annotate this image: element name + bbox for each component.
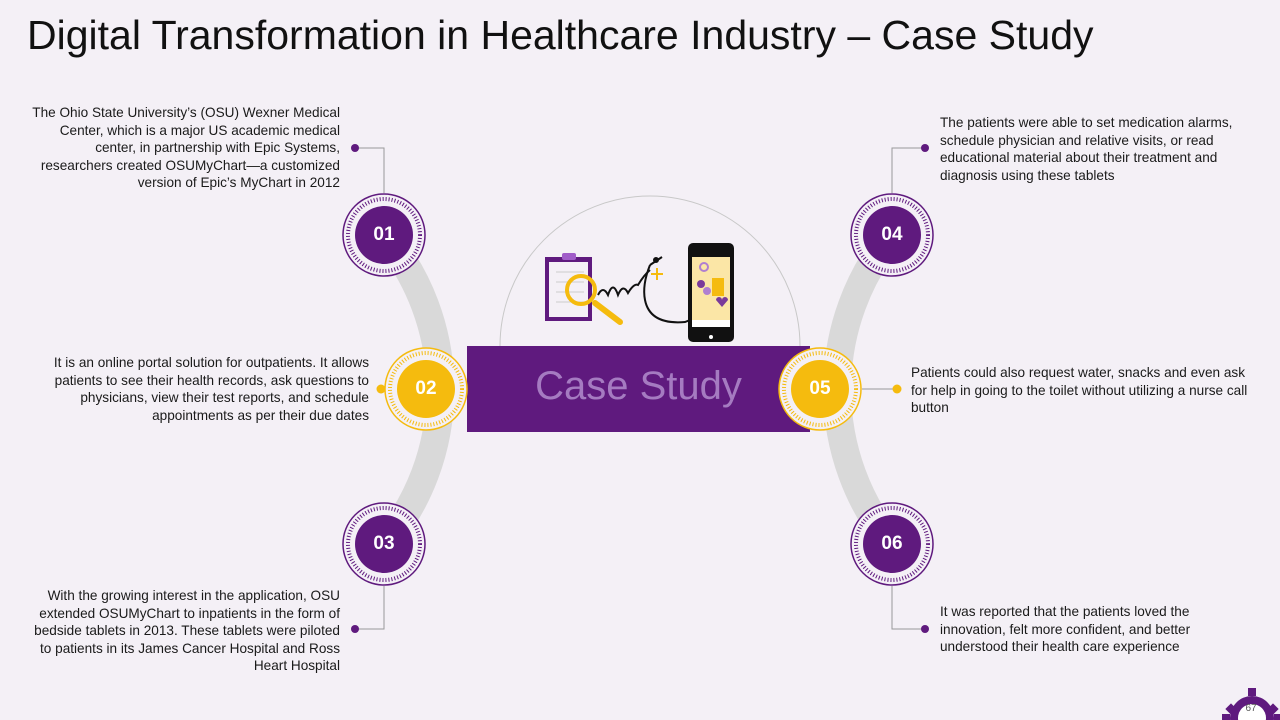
step-number-03: 03: [373, 533, 395, 554]
step-number-04: 04: [881, 224, 903, 245]
case-study-banner: [467, 346, 810, 432]
smartphone-icon: [688, 243, 734, 342]
step-text-04: The patients were able to set medication…: [940, 115, 1233, 183]
step-text-05: Patients could also request water, snack…: [911, 365, 1248, 415]
step-circle-04: [850, 193, 934, 277]
step-circle-02: [384, 347, 468, 431]
step-circle-03: [342, 502, 426, 586]
step-number-02: 02: [415, 378, 437, 399]
step-number-01: 01: [373, 224, 395, 245]
step-circle-01: [342, 193, 426, 277]
center-label: Case Study: [535, 364, 742, 408]
magnifier-icon: [565, 274, 623, 325]
step-text-01: The Ohio State University’s (OSU) Wexner…: [32, 105, 340, 190]
gear-icon: [1222, 688, 1280, 720]
step-number-06: 06: [881, 533, 903, 554]
step-text-02: It is an online portal solution for outp…: [53, 355, 369, 423]
page-title: Digital Transformation in Healthcare Ind…: [27, 12, 1094, 58]
step-circle-05: [778, 347, 862, 431]
step-text-03: With the growing interest in the applica…: [34, 588, 340, 673]
step-circle-06: [850, 502, 934, 586]
semicircle-outline: [499, 195, 801, 347]
page-number: 67: [1245, 703, 1257, 714]
step-text-06: It was reported that the patients loved …: [940, 604, 1191, 654]
step-number-05: 05: [809, 378, 831, 399]
connector-dots: [351, 144, 929, 633]
